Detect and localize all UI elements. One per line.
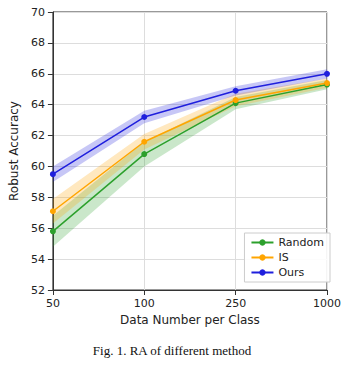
svg-text:100: 100 (134, 297, 155, 310)
svg-text:Fig. 1. RA of different method: Fig. 1. RA of different method (93, 343, 252, 358)
svg-text:Data Number per Class: Data Number per Class (120, 313, 260, 327)
svg-text:Robust Accuracy: Robust Accuracy (7, 101, 21, 201)
svg-text:50: 50 (46, 297, 60, 310)
svg-text:56: 56 (31, 222, 45, 235)
svg-text:60: 60 (31, 160, 45, 173)
svg-text:54: 54 (31, 253, 45, 266)
svg-text:52: 52 (31, 284, 45, 297)
svg-text:250: 250 (225, 297, 246, 310)
svg-text:68: 68 (31, 36, 45, 49)
svg-text:Ours: Ours (278, 266, 304, 279)
svg-text:Random: Random (278, 236, 324, 249)
svg-text:64: 64 (31, 98, 45, 111)
svg-text:62: 62 (31, 129, 45, 142)
svg-text:66: 66 (31, 67, 45, 80)
svg-text:70: 70 (31, 6, 45, 19)
svg-text:IS: IS (278, 251, 288, 264)
svg-text:1000: 1000 (313, 297, 341, 310)
svg-text:58: 58 (31, 191, 45, 204)
